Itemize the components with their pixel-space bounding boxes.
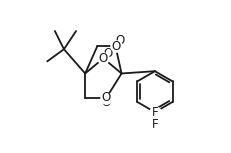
Text: O: O xyxy=(102,91,111,104)
Text: O: O xyxy=(99,52,108,65)
Text: F: F xyxy=(152,118,158,131)
Text: O: O xyxy=(102,96,111,109)
Text: O: O xyxy=(111,40,120,53)
Text: F: F xyxy=(152,106,158,119)
Text: O: O xyxy=(116,34,125,47)
Text: O: O xyxy=(103,47,112,60)
